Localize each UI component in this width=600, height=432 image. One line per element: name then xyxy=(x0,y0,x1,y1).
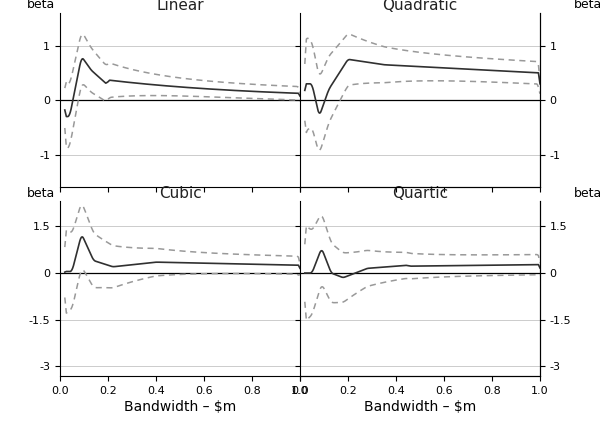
Text: beta: beta xyxy=(26,0,55,11)
Title: Quartic: Quartic xyxy=(392,186,448,201)
Title: Linear: Linear xyxy=(156,0,204,13)
X-axis label: Bandwidth – $m: Bandwidth – $m xyxy=(364,400,476,414)
Text: beta: beta xyxy=(574,0,600,11)
Text: beta: beta xyxy=(574,187,600,200)
Text: beta: beta xyxy=(26,187,55,200)
Title: Quadratic: Quadratic xyxy=(382,0,458,13)
Title: Cubic: Cubic xyxy=(158,186,202,201)
X-axis label: Bandwidth – $m: Bandwidth – $m xyxy=(124,400,236,414)
